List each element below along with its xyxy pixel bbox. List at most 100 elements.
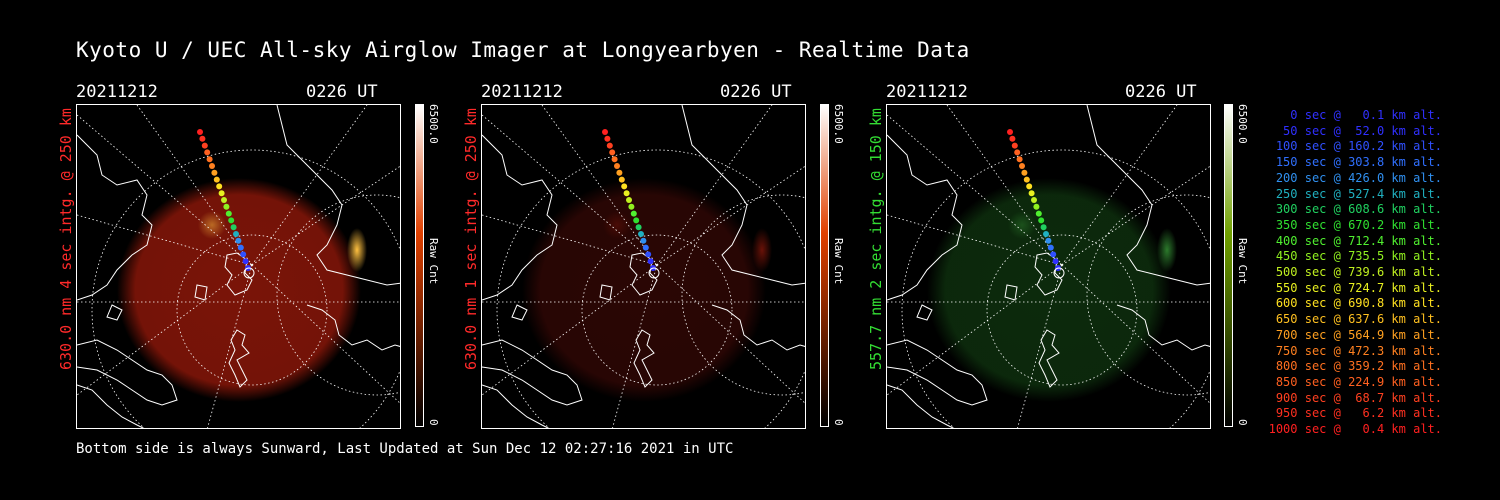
panel-2-image (481, 104, 806, 429)
coastline (1034, 252, 1063, 296)
panel-2-time: 0226 UT (720, 82, 792, 102)
observatory-marker (243, 267, 255, 279)
trajectory-point (1014, 149, 1021, 156)
panel-2-colorbar (820, 104, 829, 427)
trajectory-point (606, 142, 613, 149)
trajectory-point (1011, 142, 1018, 149)
trajectory-point (621, 183, 628, 190)
observatory-marker (648, 267, 660, 279)
legend-entry: 350 sec @ 670.2 km alt. (1275, 217, 1442, 232)
coastline (224, 252, 253, 296)
trajectory-point (1028, 190, 1035, 197)
panel-1-image (76, 104, 401, 429)
trajectory-point (1047, 244, 1054, 251)
trajectory-point (211, 169, 218, 176)
trajectory-point (201, 142, 208, 149)
legend-entry: 150 sec @ 303.8 km alt. (1275, 155, 1442, 170)
coastline (1038, 329, 1060, 388)
trajectory-point (1050, 251, 1057, 258)
trajectory-point (633, 217, 640, 224)
legend-entry: 750 sec @ 472.3 km alt. (1275, 343, 1442, 358)
allsky-map (77, 105, 400, 428)
coastline (1086, 105, 1210, 286)
trajectory-point (216, 183, 223, 190)
legend-entry: 550 sec @ 724.7 km alt. (1275, 280, 1442, 295)
trajectory-point (638, 231, 644, 237)
trajectory-point (242, 258, 249, 265)
panel-1-wavelength-label: 630.0 nm 4 sec intg. @ 250 km (57, 108, 75, 370)
trajectory-point (604, 135, 611, 142)
aurora-patch (752, 228, 772, 272)
coastline (482, 384, 550, 428)
coastline (276, 105, 400, 286)
trajectory-point (230, 224, 237, 231)
latitude-circle (581, 234, 733, 386)
trajectory-point (235, 237, 242, 244)
coastline (599, 284, 613, 301)
coastline (629, 252, 658, 296)
trajectory-point (228, 217, 235, 224)
trajectory-point (1052, 258, 1059, 265)
coastline (711, 304, 805, 351)
coastline (633, 329, 655, 388)
legend-entry: 900 sec @ 68.7 km alt. (1275, 390, 1442, 405)
longitude-line (77, 264, 253, 396)
trajectory-point (645, 251, 652, 258)
latitude-circle (986, 234, 1138, 386)
trajectory-point (1007, 129, 1013, 135)
longitude-line (1061, 105, 1178, 266)
coastline (511, 304, 528, 321)
coastline (482, 134, 558, 301)
trajectory-point (197, 129, 203, 135)
legend-entry: 700 sec @ 564.9 km alt. (1275, 327, 1442, 342)
longitude-line (482, 264, 658, 396)
trajectory-point (233, 231, 239, 237)
trajectory-point (1043, 231, 1049, 237)
footer-status: Bottom side is always Sunward, Last Upda… (76, 441, 734, 457)
coastline (106, 304, 123, 321)
coastline (228, 329, 250, 388)
trajectory-point (630, 210, 637, 217)
legend-entry: 200 sec @ 426.0 km alt. (1275, 170, 1442, 185)
panel-3-date: 20211212 (886, 82, 968, 102)
legend-entry: 0 sec @ 0.1 km alt. (1290, 108, 1442, 122)
legend-entry: 850 sec @ 224.9 km alt. (1275, 374, 1442, 389)
trajectory-point (1026, 183, 1033, 190)
panel-3-wavelength-label: 557.7 nm 2 sec intg. @ 150 km (867, 108, 885, 370)
trajectory-point (628, 203, 635, 210)
trajectory-point (1033, 203, 1040, 210)
panel-3-image (886, 104, 1211, 429)
panel-2-cbar-max: 6500.0 (832, 104, 845, 144)
trajectory-point (206, 156, 213, 163)
trajectory-point (204, 149, 211, 156)
legend-entry: 950 sec @ 6.2 km alt. (1275, 406, 1442, 421)
panel-1-time: 0226 UT (306, 82, 378, 102)
trajectory-point (640, 237, 647, 244)
aurora-patch (1008, 211, 1036, 239)
aurora-patch (347, 228, 367, 272)
trajectory-point (1016, 156, 1023, 163)
trajectory-point (1035, 210, 1042, 217)
observatory-marker (1053, 267, 1065, 279)
trajectory-point (623, 190, 630, 197)
trajectory-point (616, 169, 623, 176)
longitude-line (946, 105, 1063, 266)
trajectory-point (213, 176, 220, 183)
trajectory-point (647, 258, 654, 265)
trajectory-point (1038, 217, 1045, 224)
trajectory-point (199, 135, 206, 142)
latitude-circle (1086, 194, 1210, 396)
panel-1-date: 20211212 (76, 82, 158, 102)
panel-3-cbar-min: 0 (1236, 419, 1249, 426)
trajectory-point (614, 163, 620, 169)
trajectory-point (1040, 224, 1047, 231)
trajectory-point (642, 244, 649, 251)
longitude-line (612, 264, 658, 428)
trajectory-point (240, 251, 247, 258)
legend-entry: 650 sec @ 637.6 km alt. (1275, 312, 1442, 327)
coastline (77, 134, 153, 301)
trajectory-point (609, 149, 616, 156)
longitude-line (887, 114, 1063, 266)
trajectory-point (626, 197, 632, 203)
coastline (1116, 304, 1210, 351)
